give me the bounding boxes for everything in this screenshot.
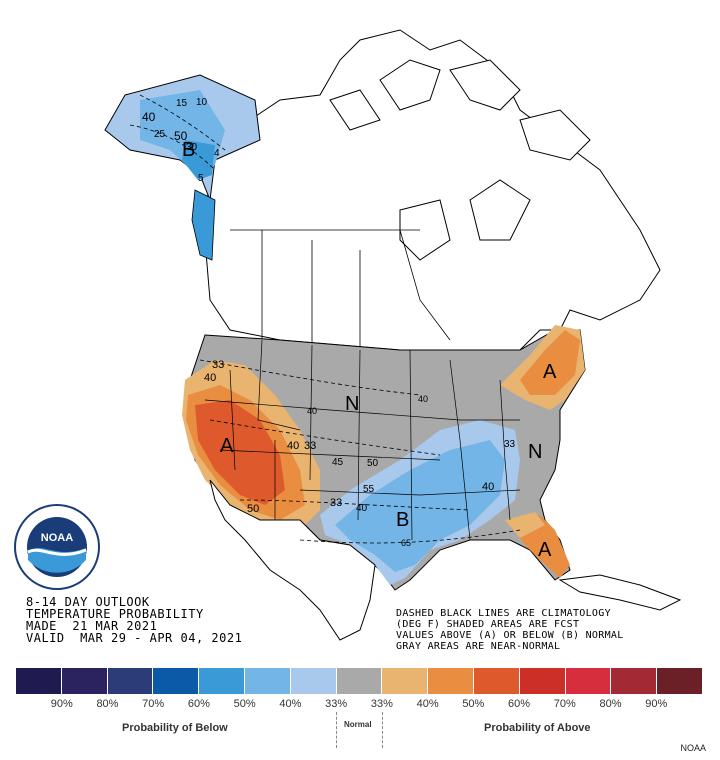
legend-tick-label: 70% [142, 698, 165, 710]
legend-normal-divider-left [336, 712, 337, 748]
legend-tick-label: 90% [50, 698, 73, 710]
region-label-florida: A [538, 539, 552, 561]
legend-swatch [565, 668, 612, 694]
contour-label: 30 [186, 142, 198, 153]
contour-label: 65 [401, 538, 411, 548]
notes-line: GRAY AREAS ARE NEAR-NORMAL [396, 641, 561, 652]
legend-swatch [107, 668, 154, 694]
outlook-map: B A N N B A A 15 10 40 25 50 30 4 5 33 4… [14, 29, 682, 641]
legend-swatch [16, 668, 62, 694]
contour-label: 33 [304, 440, 316, 452]
mexico-land [209, 479, 682, 641]
legend-tick-label: 60% [187, 698, 210, 710]
legend-tick-label: 33% [325, 698, 348, 710]
legend-below-label: Probability of Below [122, 722, 228, 734]
legend-normal-label: Normal [344, 720, 372, 729]
legend-swatch [657, 668, 702, 694]
legend-tick-label: 40% [416, 698, 439, 710]
noaa-logo: NOAA [14, 504, 100, 590]
region-label-southwest: A [220, 435, 234, 457]
map-notes: DASHED BLACK LINES ARE CLIMATOLOGY (DEG … [396, 608, 624, 652]
legend-swatch [382, 668, 429, 694]
legend-swatch [61, 668, 108, 694]
noaa-logo-text: NOAA [41, 532, 73, 544]
climatology-lines [129, 94, 521, 544]
alaska-region [104, 74, 261, 261]
legend-swatch [428, 668, 474, 694]
legend-swatch [244, 668, 291, 694]
contour-label: 50 [367, 458, 379, 469]
notes-line: VALUES ABOVE (A) OR BELOW (B) NORMAL [396, 630, 624, 641]
region-label-gulf: B [396, 509, 409, 531]
contour-label: 40 [482, 481, 494, 493]
notes-line: (DEG F) SHADED AREAS ARE FCST [396, 619, 580, 630]
contour-label: 40 [418, 394, 428, 404]
contour-label: 33 [504, 439, 516, 450]
legend-swatch [199, 668, 245, 694]
contour-label: 15 [176, 98, 188, 109]
contour-label: 33 [330, 497, 342, 509]
region-label-northeast: A [543, 361, 557, 383]
contour-label: 5 [198, 173, 204, 184]
region-label-plains: N [345, 393, 359, 415]
legend-tick-label: 33% [370, 698, 393, 710]
province-lines [230, 229, 451, 350]
legend-tick-label: 80% [599, 698, 622, 710]
contour-label: 45 [332, 457, 344, 468]
contour-label: 25 [154, 129, 166, 140]
legend-swatch [473, 668, 520, 694]
contour-label: 55 [363, 484, 375, 495]
legend-tick-label: 90% [645, 698, 668, 710]
legend-tick-label: 50% [462, 698, 485, 710]
contour-label: 50 [247, 503, 259, 515]
contour-labels: 15 10 40 25 50 30 4 5 33 40 40 33 50 33 … [142, 97, 516, 548]
legend-swatch [336, 668, 383, 694]
canada-land [204, 29, 661, 351]
outlook-title-block: 8-14 DAY OUTLOOK TEMPERATURE PROBABILITY… [26, 596, 242, 644]
region-label-alaska: B [182, 139, 195, 161]
notes-line: DASHED BLACK LINES ARE CLIMATOLOGY [396, 608, 611, 619]
contour-label: 40 [356, 503, 368, 514]
probability-legend [16, 668, 702, 694]
legend-normal-divider-right [382, 712, 383, 748]
legend-swatch [611, 668, 658, 694]
legend-tick-label: 70% [553, 698, 576, 710]
contour-label: 40 [204, 372, 216, 384]
legend-tick-label: 60% [508, 698, 531, 710]
region-letters: B A N N B A A [182, 139, 557, 561]
legend-tick-label: 50% [233, 698, 256, 710]
noaa-credit: NOAA [680, 743, 706, 753]
region-label-southeast: N [528, 441, 542, 463]
contour-label: 33 [212, 359, 224, 371]
contour-label: 10 [196, 97, 208, 108]
outlook-made-date: MADE 21 MAR 2021 [26, 619, 158, 633]
contour-label: 40 [287, 440, 299, 452]
outlook-title-line1: 8-14 DAY OUTLOOK [26, 595, 150, 609]
outlook-title-line2: TEMPERATURE PROBABILITY [26, 607, 204, 621]
contour-label: 40 [307, 406, 317, 416]
contour-label: 50 [174, 129, 188, 143]
legend-swatch [290, 668, 337, 694]
legend-swatch [153, 668, 200, 694]
legend-swatch [519, 668, 566, 694]
state-lines [204, 339, 521, 541]
legend-ticks: 90% 80% 70% 60% 50% 40% 33% 33% 40% 50% 60% 70% 80% 9… [16, 698, 702, 712]
contour-label: 4 [214, 148, 220, 159]
legend-tick-label: 80% [96, 698, 119, 710]
conus-region [182, 325, 586, 591]
outlook-valid-range: VALID MAR 29 - APR 04, 2021 [26, 631, 243, 645]
contour-label: 40 [142, 110, 156, 124]
legend-above-label: Probability of Above [484, 722, 591, 734]
legend-tick-label: 40% [279, 698, 302, 710]
